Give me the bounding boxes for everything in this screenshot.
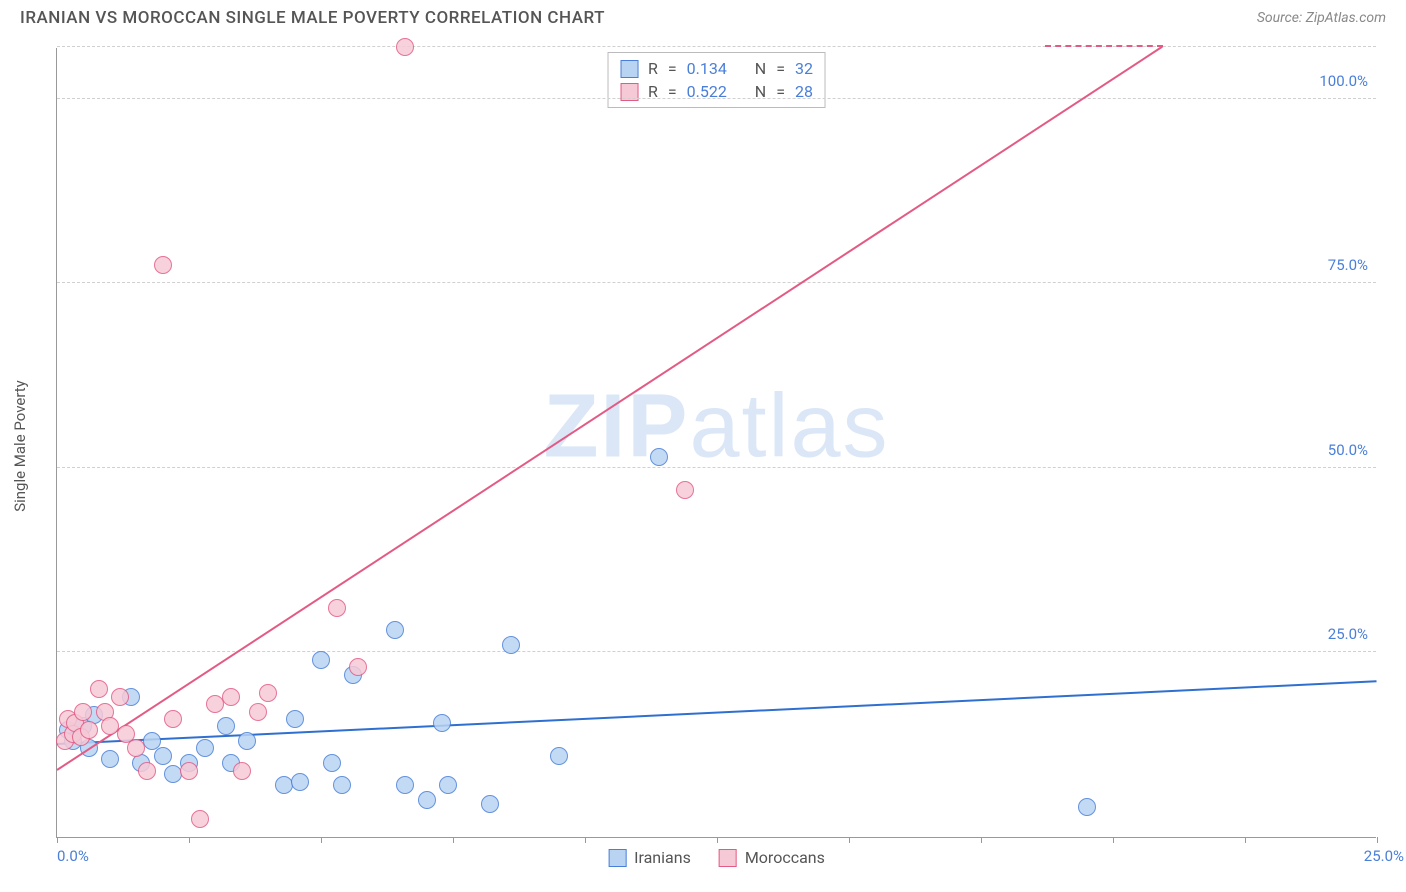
source-attribution: Source: ZipAtlas.com — [1257, 10, 1386, 26]
data-point — [312, 651, 330, 669]
legend-row-moroccans: R = 0.522 N = 28 — [620, 80, 813, 103]
data-point — [101, 750, 119, 768]
data-point — [418, 791, 436, 809]
x-tick — [1377, 837, 1378, 843]
data-point — [217, 717, 235, 735]
data-point — [238, 732, 256, 750]
y-tick-label: 25.0% — [1328, 625, 1368, 643]
y-axis-label: Single Male Poverty — [11, 380, 29, 512]
swatch-iranians-icon — [608, 849, 626, 867]
data-point — [291, 773, 309, 791]
data-point — [439, 776, 457, 794]
data-point — [396, 776, 414, 794]
x-tick-label: 0.0% — [57, 847, 89, 865]
data-point — [222, 688, 240, 706]
x-tick — [57, 837, 58, 843]
data-point — [676, 481, 694, 499]
watermark: ZIPatlas — [543, 375, 889, 478]
data-point — [433, 714, 451, 732]
legend-item-moroccans: Moroccans — [719, 848, 825, 867]
data-point — [333, 776, 351, 794]
data-point — [550, 747, 568, 765]
x-tick — [849, 837, 850, 843]
x-tick-label: 25.0% — [1364, 847, 1404, 865]
x-tick — [453, 837, 454, 843]
series-legend: Iranians Moroccans — [608, 848, 825, 867]
data-point — [154, 747, 172, 765]
data-point — [154, 256, 172, 274]
gridline — [57, 467, 1376, 468]
data-point — [196, 739, 214, 757]
x-tick — [585, 837, 586, 843]
y-tick-label: 50.0% — [1328, 441, 1368, 459]
data-point — [349, 658, 367, 676]
data-point — [323, 754, 341, 772]
x-tick — [189, 837, 190, 843]
data-point — [650, 448, 668, 466]
data-point — [259, 684, 277, 702]
data-point — [328, 599, 346, 617]
data-point — [191, 810, 209, 828]
data-point — [502, 636, 520, 654]
data-point — [164, 710, 182, 728]
data-point — [90, 680, 108, 698]
data-point — [386, 621, 404, 639]
swatch-moroccans-icon — [719, 849, 737, 867]
x-tick — [981, 837, 982, 843]
x-tick — [1245, 837, 1246, 843]
data-point — [180, 762, 198, 780]
trend-line-dashed — [1044, 45, 1162, 47]
gridline — [57, 651, 1376, 652]
data-point — [74, 703, 92, 721]
data-point — [233, 762, 251, 780]
x-tick — [1113, 837, 1114, 843]
data-point — [249, 703, 267, 721]
y-tick-label: 100.0% — [1319, 72, 1368, 90]
legend-item-iranians: Iranians — [608, 848, 691, 867]
data-point — [396, 38, 414, 56]
correlation-legend: R = 0.134 N = 32 R = 0.522 N = 28 — [607, 52, 826, 108]
gridline — [57, 98, 1376, 99]
gridline — [57, 282, 1376, 283]
data-point — [80, 721, 98, 739]
trend-line — [56, 45, 1163, 770]
data-point — [481, 795, 499, 813]
data-point — [127, 739, 145, 757]
data-point — [138, 762, 156, 780]
data-point — [1078, 798, 1096, 816]
legend-row-iranians: R = 0.134 N = 32 — [620, 57, 813, 80]
page-title: IRANIAN VS MOROCCAN SINGLE MALE POVERTY … — [20, 8, 605, 28]
x-tick — [717, 837, 718, 843]
gridline — [57, 46, 1376, 47]
data-point — [111, 688, 129, 706]
scatter-chart: ZIPatlas R = 0.134 N = 32 R = 0.522 N = … — [56, 48, 1376, 838]
y-tick-label: 75.0% — [1328, 256, 1368, 274]
x-tick — [321, 837, 322, 843]
data-point — [286, 710, 304, 728]
swatch-iranians — [620, 60, 638, 78]
